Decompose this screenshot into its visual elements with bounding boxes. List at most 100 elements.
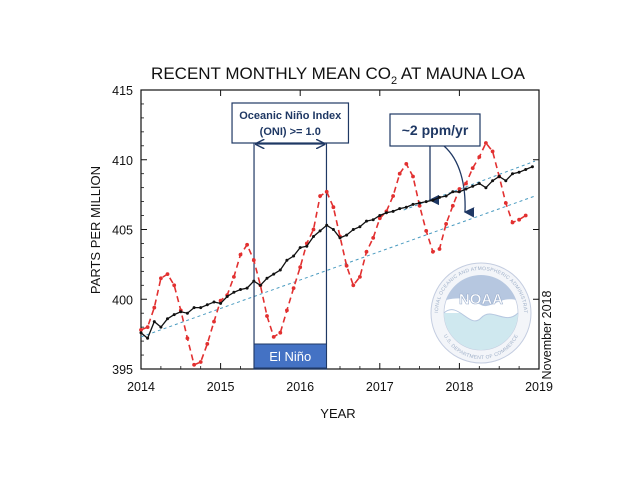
series-deseasonalized-trend-point (358, 225, 362, 229)
series-deseasonalized-trend-point (345, 233, 349, 237)
series-monthly-mean-point (331, 205, 336, 210)
trend-lines (140, 160, 536, 338)
series-deseasonalized-trend-point (378, 214, 382, 217)
series-monthly-mean-point (172, 283, 177, 288)
series-deseasonalized-trend-point (199, 306, 203, 310)
y-tick-label: 395 (112, 363, 133, 377)
series-monthly-mean-point (437, 247, 442, 251)
chart-title: RECENT MONTHLY MEAN CO2 AT MAUNA LOA (151, 64, 526, 87)
series-deseasonalized-trend-point (318, 229, 322, 233)
series-deseasonalized-trend-point (239, 288, 242, 291)
series-deseasonalized-trend-point (457, 190, 461, 194)
series-deseasonalized-trend-point (530, 165, 534, 169)
series-monthly-mean-point (490, 149, 495, 154)
series-deseasonalized-trend-point (292, 254, 296, 258)
series-monthly-mean-point (444, 222, 448, 226)
series-monthly-mean-point (205, 342, 210, 346)
series-deseasonalized-trend-point (418, 201, 422, 205)
x-tick-label: 2019 (525, 380, 553, 394)
series-trend-fit-upper-line (403, 160, 536, 211)
series-deseasonalized-trend-point (391, 209, 395, 213)
series-monthly-mean-point (291, 286, 296, 290)
x-tick-label: 2014 (127, 380, 155, 394)
oni-label-line2: (ONI) >= 1.0 (260, 126, 321, 138)
series-deseasonalized-trend-point (477, 182, 481, 185)
series-deseasonalized-trend-point (524, 168, 528, 171)
series-monthly-mean-point (212, 319, 216, 324)
series-deseasonalized-trend-point (371, 218, 375, 222)
series-layer (139, 141, 534, 367)
series-deseasonalized-trend-point (205, 303, 209, 307)
series-monthly-mean-point (165, 272, 170, 276)
axis-ticks: 2014 2015 2016 2017 2018 2019 395 400 405 410 415 (112, 84, 553, 394)
rate-arrow-right (443, 145, 475, 218)
series-deseasonalized-trend-point (285, 258, 289, 262)
series-deseasonalized-trend-point (451, 190, 455, 194)
series-monthly-mean-point (311, 227, 316, 232)
series-trend-fit-line (140, 195, 536, 338)
series-monthly-mean-point (152, 305, 157, 310)
series-monthly-mean-point (159, 276, 163, 281)
series-monthly-mean-point (198, 360, 203, 364)
series-monthly-mean-point (404, 162, 409, 166)
oni-label-line1: Oceanic Niño Index (239, 110, 342, 122)
series-monthly-mean-point (364, 249, 369, 254)
series-monthly-mean-point (238, 252, 243, 257)
series-deseasonalized-trend-point (232, 290, 236, 294)
series-deseasonalized-trend-point (404, 205, 408, 209)
series-monthly-mean-point (245, 242, 250, 247)
y-tick-label: 400 (112, 293, 133, 307)
series-deseasonalized-trend-point (258, 283, 262, 287)
series-monthly-mean-point (470, 166, 475, 171)
series-monthly-mean-point (232, 275, 236, 279)
rate-label: ~2 ppm/yr (402, 122, 469, 138)
noaa-logo-text: NOAA (459, 291, 503, 308)
series-deseasonalized-trend-point (272, 272, 276, 276)
series-deseasonalized-trend-point (225, 295, 229, 298)
series-monthly-mean-point (271, 335, 276, 339)
series-monthly-mean-point (517, 217, 521, 222)
series-monthly-mean-point (298, 265, 303, 270)
series-deseasonalized-trend-point (411, 202, 415, 206)
series-monthly-mean-point (344, 263, 349, 268)
series-deseasonalized-trend-point (444, 194, 448, 198)
series-monthly-mean-point (464, 181, 468, 186)
series-deseasonalized-trend-point (166, 317, 169, 321)
series-deseasonalized-trend-point (312, 235, 315, 238)
series-monthly-mean-point (251, 258, 256, 263)
series-monthly-mean-point (265, 314, 269, 318)
series-monthly-mean-point (457, 187, 462, 191)
series-monthly-mean-point (145, 325, 150, 329)
series-monthly-mean-point (523, 213, 528, 218)
series-deseasonalized-trend-point (471, 184, 475, 188)
y-tick-label: 405 (112, 224, 133, 238)
series-deseasonalized-trend-point (484, 186, 488, 190)
series-monthly-mean-point (503, 201, 508, 205)
series-deseasonalized-trend-point (305, 244, 309, 248)
series-deseasonalized-trend-point (219, 301, 223, 305)
series-deseasonalized-trend-point (172, 313, 176, 317)
series-deseasonalized-trend-point (179, 310, 183, 314)
series-monthly-mean-point (139, 328, 143, 332)
series-deseasonalized-trend-point (517, 170, 521, 174)
rate-label-box (389, 113, 481, 147)
series-deseasonalized-trend-point (298, 246, 302, 250)
series-deseasonalized-trend-point (331, 228, 335, 231)
series-monthly-mean-point (431, 249, 435, 254)
series-monthly-mean-point (324, 189, 329, 194)
oni-label-box (231, 102, 350, 144)
series-deseasonalized-trend-point (511, 172, 514, 176)
rate-annotation: ~2 ppm/yr (389, 113, 481, 218)
series-deseasonalized-trend-point (491, 179, 495, 183)
series-monthly-mean-point (397, 171, 402, 176)
series-monthly-mean-point (358, 275, 362, 279)
date-stamp: November 2018 (540, 290, 554, 379)
series-deseasonalized-trend-point (431, 198, 435, 202)
noaa-ring-top: NATIONAL OCEANIC AND ATMOSPHERIC ADMINIS… (0, 0, 528, 314)
series-monthly-mean-point (450, 203, 455, 208)
series-monthly-mean-point (391, 194, 395, 198)
series-monthly-mean-point (417, 203, 422, 208)
el-nino-label: El Niño (269, 349, 311, 364)
x-axis-label: YEAR (320, 406, 355, 421)
series-monthly-mean-point (185, 336, 190, 341)
